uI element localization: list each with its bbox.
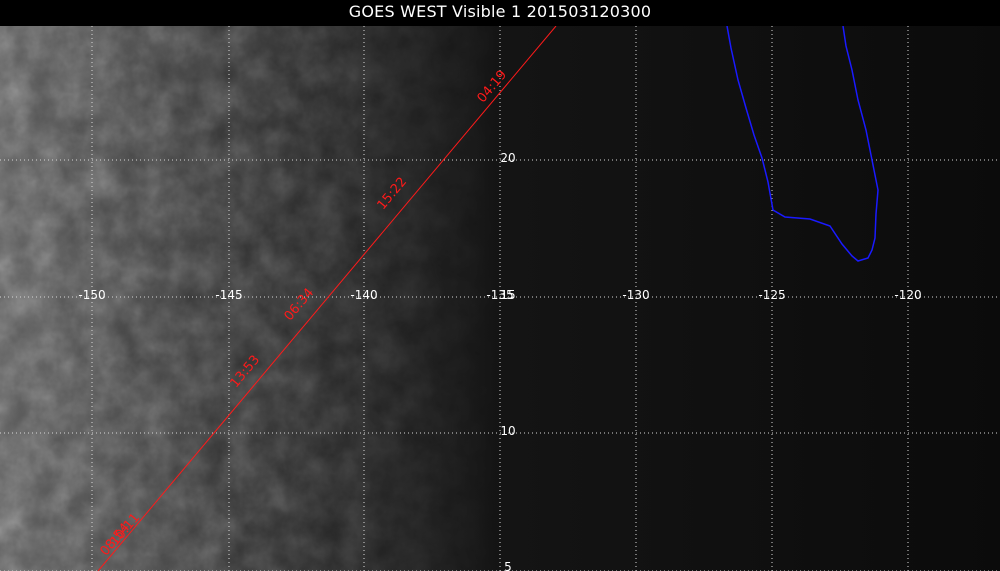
latitude-label: 10 — [500, 424, 515, 438]
satellite-ground-track — [97, 26, 557, 571]
latitude-label: 5 — [504, 560, 512, 571]
latitude-label: 15 — [500, 288, 515, 302]
lat-lon-grid — [0, 26, 1000, 571]
longitude-label: -120 — [894, 288, 921, 302]
longitude-label: -145 — [215, 288, 242, 302]
longitude-label: -140 — [350, 288, 377, 302]
longitude-label: -130 — [622, 288, 649, 302]
title-bar: GOES WEST Visible 1 201503120300 — [0, 0, 1000, 26]
longitude-labels: -150 -145 -140 -135 -130 -125 -120 — [78, 288, 921, 302]
longitude-label: -125 — [758, 288, 785, 302]
longitude-label: -150 — [78, 288, 105, 302]
latitude-label: 20 — [500, 151, 515, 165]
image-title: GOES WEST Visible 1 201503120300 — [348, 2, 652, 21]
longitude-label: -135 — [486, 288, 513, 302]
coastline-baja-california — [726, 26, 879, 262]
latitude-labels: 20 15 10 5 — [500, 151, 515, 571]
